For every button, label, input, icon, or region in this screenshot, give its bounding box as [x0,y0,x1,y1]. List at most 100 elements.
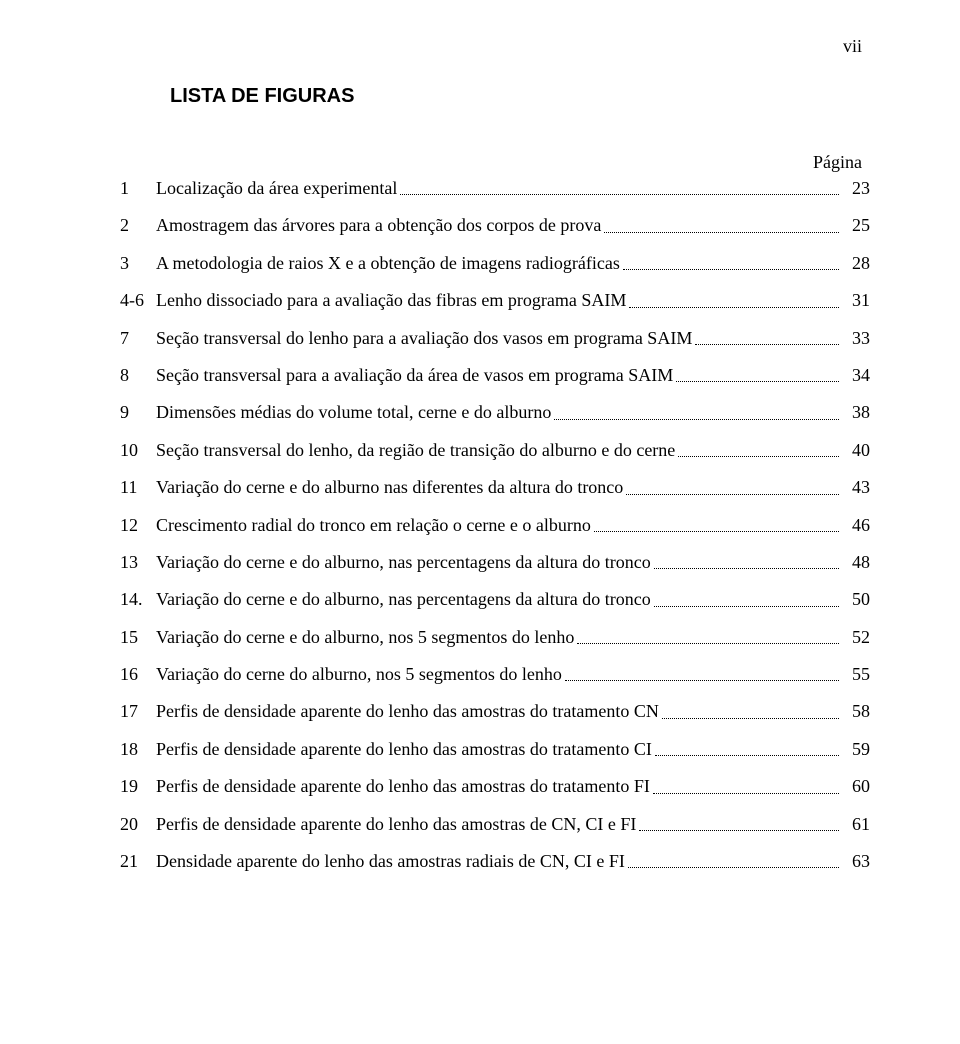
toc-leader-dots [623,269,839,270]
toc-entry-page: 28 [842,252,870,275]
toc-entry-page: 50 [842,588,870,611]
toc-row: 15Variação do cerne e do alburno, nos 5 … [120,626,870,649]
toc-row: 2Amostragem das árvores para a obtenção … [120,214,870,237]
toc-entry-page: 52 [842,626,870,649]
toc-entry-number: 3 [120,252,156,275]
toc-entry-number: 14. [120,588,156,611]
toc-leader-dots [654,568,839,569]
toc-entry-text: Dimensões médias do volume total, cerne … [156,401,551,424]
toc-leader-dots [654,606,839,607]
toc-entry-number: 13 [120,551,156,574]
toc-entry-text: A metodologia de raios X e a obtenção de… [156,252,620,275]
toc-row: 1Localização da área experimental 23 [120,177,870,200]
toc-entry-text: Perfis de densidade aparente do lenho da… [156,775,650,798]
toc-entry-number: 8 [120,364,156,387]
toc-leader-dots [565,680,839,681]
toc-row: 17 Perfis de densidade aparente do lenho… [120,700,870,723]
toc-row: 11Variação do cerne e do alburno nas dif… [120,476,870,499]
page-number-roman: vii [120,36,870,57]
toc-entry-text: Localização da área experimental [156,177,397,200]
toc-entry-number: 4-6 [120,289,156,312]
toc-leader-dots [604,232,839,233]
toc-entry-number: 1 [120,177,156,200]
toc-entry-number: 10 [120,439,156,462]
toc-entry-page: 63 [842,850,870,873]
toc-entry-page: 58 [842,700,870,723]
column-header-pagina: Página [120,152,862,173]
toc-entry-text: Seção transversal do lenho, da região de… [156,439,675,462]
toc-entry-page: 25 [842,214,870,237]
toc-entry-page: 59 [842,738,870,761]
toc-row: 8Seção transversal para a avaliação da á… [120,364,870,387]
toc-leader-dots [639,830,839,831]
toc-entry-number: 20 [120,813,156,836]
toc-row: 20 Perfis de densidade aparente do lenho… [120,813,870,836]
toc-entry-text: Amostragem das árvores para a obtenção d… [156,214,601,237]
toc-leader-dots [695,344,839,345]
toc-row: 14.Variação do cerne e do alburno, nas p… [120,588,870,611]
toc-entry-page: 61 [842,813,870,836]
toc-entry-text: Variação do cerne e do alburno, nas perc… [156,588,651,611]
toc-entry-text: Variação do cerne e do alburno, nos 5 se… [156,626,574,649]
toc-entry-page: 48 [842,551,870,574]
toc-entry-number: 16 [120,663,156,686]
toc-entry-page: 55 [842,663,870,686]
toc-leader-dots [655,755,839,756]
toc-leader-dots [400,194,839,195]
toc-entry-number: 18 [120,738,156,761]
toc-leader-dots [626,494,839,495]
toc-leader-dots [628,867,839,868]
toc-leader-dots [577,643,839,644]
toc-entry-text: Seção transversal do lenho para a avalia… [156,327,692,350]
toc-list: 1Localização da área experimental232Amos… [120,177,870,873]
toc-leader-dots [676,381,839,382]
toc-entry-text: Perfis de densidade aparente do lenho da… [156,813,636,836]
toc-entry-page: 38 [842,401,870,424]
toc-entry-page: 34 [842,364,870,387]
toc-leader-dots [662,718,839,719]
toc-row: 16Variação do cerne do alburno, nos 5 se… [120,663,870,686]
toc-entry-number: 7 [120,327,156,350]
toc-entry-text: Perfis de densidade aparente do lenho da… [156,700,659,723]
toc-entry-text: Perfis de densidade aparente do lenho da… [156,738,652,761]
toc-row: 13Variação do cerne e do alburno, nas pe… [120,551,870,574]
toc-entry-number: 12 [120,514,156,537]
toc-entry-text: Lenho dissociado para a avaliação das fi… [156,289,626,312]
toc-entry-text: Seção transversal para a avaliação da ár… [156,364,673,387]
page-container: vii LISTA DE FIGURAS Página 1Localização… [0,0,960,1044]
toc-entry-text: Variação do cerne e do alburno, nas perc… [156,551,651,574]
toc-row: 12Crescimento radial do tronco em relaçã… [120,514,870,537]
toc-leader-dots [629,307,839,308]
toc-entry-text: Variação do cerne e do alburno nas difer… [156,476,623,499]
toc-leader-dots [653,793,839,794]
toc-entry-page: 43 [842,476,870,499]
toc-entry-page: 33 [842,327,870,350]
toc-entry-page: 60 [842,775,870,798]
toc-row: 9Dimensões médias do volume total, cerne… [120,401,870,424]
toc-row: 4-6Lenho dissociado para a avaliação das… [120,289,870,312]
toc-entry-page: 31 [842,289,870,312]
toc-entry-number: 11 [120,476,156,499]
toc-leader-dots [594,531,839,532]
toc-leader-dots [554,419,839,420]
toc-entry-page: 46 [842,514,870,537]
toc-row: 21 Densidade aparente do lenho das amost… [120,850,870,873]
toc-leader-dots [678,456,839,457]
toc-entry-page: 40 [842,439,870,462]
toc-row: 19 Perfis de densidade aparente do lenho… [120,775,870,798]
toc-entry-number: 17 [120,700,156,723]
toc-entry-number: 9 [120,401,156,424]
toc-entry-number: 15 [120,626,156,649]
toc-entry-number: 19 [120,775,156,798]
toc-entry-page: 23 [842,177,870,200]
toc-entry-text: Variação do cerne do alburno, nos 5 segm… [156,663,562,686]
toc-row: 3A metodologia de raios X e a obtenção d… [120,252,870,275]
toc-row: 18 Perfis de densidade aparente do lenho… [120,738,870,761]
toc-entry-number: 21 [120,850,156,873]
toc-row: 10Seção transversal do lenho, da região … [120,439,870,462]
toc-entry-text: Crescimento radial do tronco em relação … [156,514,591,537]
toc-entry-text: Densidade aparente do lenho das amostras… [156,850,625,873]
toc-row: 7Seção transversal do lenho para a avali… [120,327,870,350]
toc-entry-number: 2 [120,214,156,237]
list-of-figures-heading: LISTA DE FIGURAS [170,85,870,108]
